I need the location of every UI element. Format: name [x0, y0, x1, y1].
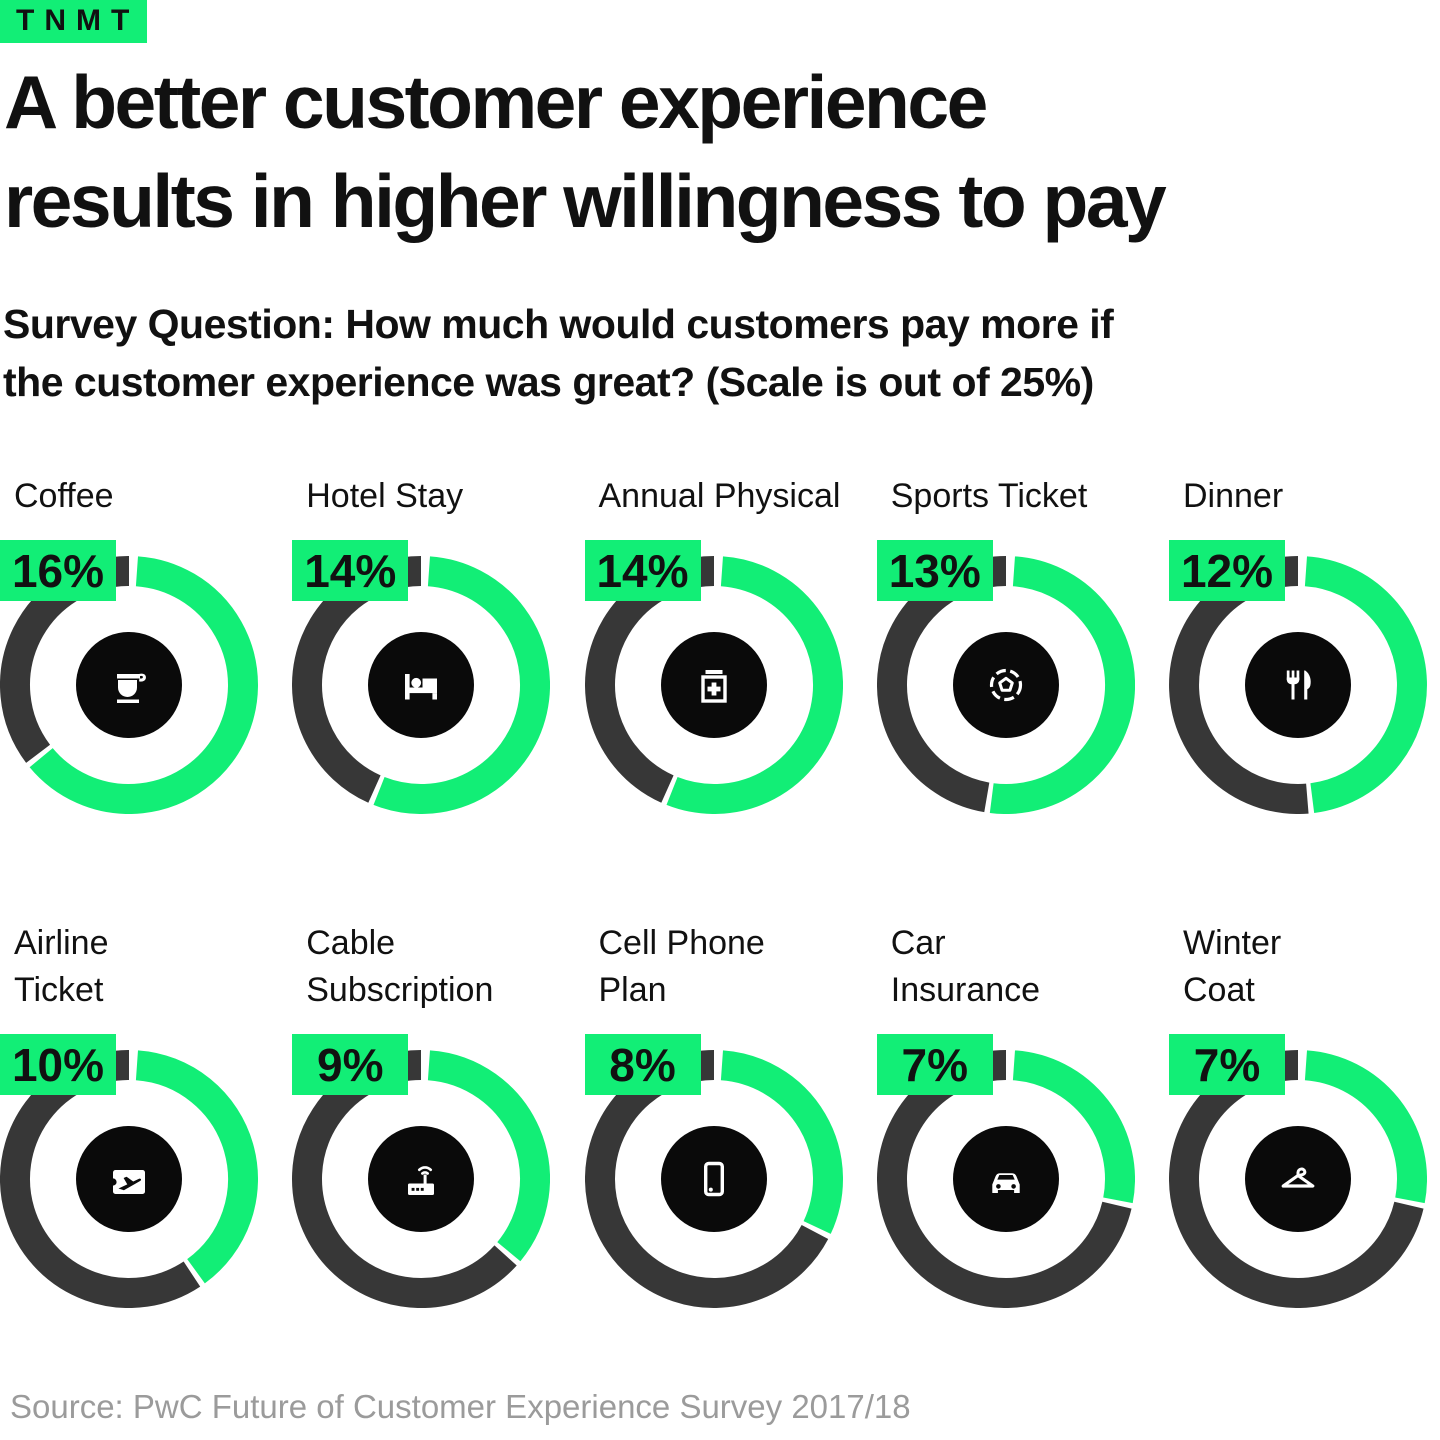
icon-circle	[1245, 632, 1351, 738]
donut-cell: Car Insurance 7%	[876, 920, 1135, 1308]
donut-svg	[292, 1050, 551, 1308]
smartphone-icon	[703, 1161, 724, 1197]
title-line-1: A better customer experience	[4, 60, 988, 144]
category-label: Dinner	[1183, 477, 1284, 515]
car-icon	[992, 1173, 1020, 1193]
donut-row-1: Coffee 16% Hotel Stay 14	[0, 473, 1440, 814]
value-arc	[989, 556, 1135, 814]
first-aid-kit-icon	[700, 670, 727, 703]
value-arc	[29, 556, 258, 814]
value-badge: 16%	[0, 540, 116, 601]
value-badge: 7%	[1169, 1034, 1285, 1095]
value-arc	[666, 556, 843, 814]
donut-chart: 9%	[292, 1034, 551, 1308]
fork-knife-icon	[1286, 670, 1311, 700]
value-badge: 7%	[876, 1034, 993, 1095]
donut-cell: Coffee 16%	[0, 473, 258, 814]
category-label: Winter Coat	[1183, 924, 1282, 1009]
donut-svg	[584, 1050, 843, 1308]
value-arc	[1304, 556, 1427, 813]
donut-chart: 14%	[584, 540, 843, 814]
donut-cell: Annual Physical 14%	[584, 473, 843, 814]
airline-ticket-icon	[109, 1170, 145, 1194]
coffee-cup-icon	[117, 673, 146, 703]
donut-row-2: Airline Ticket 10% Cable Subscription	[0, 920, 1440, 1308]
category-label: Coffee	[14, 477, 114, 515]
donut-cell: Cell Phone Plan 8%	[584, 920, 843, 1308]
donut-chart: 14%	[292, 540, 551, 814]
donut-cell: Cable Subscription 9%	[292, 920, 551, 1308]
value-arc	[135, 1050, 258, 1284]
subtitle-line-2: the customer experience was great? (Scal…	[3, 359, 1094, 405]
donut-chart: 12%	[1169, 540, 1427, 814]
value-badge: 13%	[876, 540, 993, 601]
hanger-icon	[1281, 1167, 1315, 1188]
router-icon	[408, 1166, 435, 1195]
donut-chart: 13%	[876, 540, 1135, 814]
value-arc	[373, 556, 551, 814]
donut-chart: 8%	[584, 1034, 843, 1308]
tnmt-logo: TNMT	[0, 0, 148, 43]
donut-cell: Winter Coat 7%	[1169, 920, 1427, 1308]
donut-chart: 7%	[876, 1034, 1135, 1308]
icon-circle	[660, 1126, 767, 1232]
value-badge: 9%	[292, 1034, 409, 1095]
category-label: Car Insurance	[890, 924, 1041, 1009]
donut-cell: Sports Ticket 13%	[876, 473, 1135, 814]
value-badge: 8%	[584, 1034, 701, 1095]
donut-chart: 16%	[0, 540, 258, 814]
donut-cell: Airline Ticket 10%	[0, 920, 258, 1308]
category-label: Hotel Stay	[306, 477, 464, 515]
value-badge: 10%	[0, 1034, 116, 1095]
icon-circle	[952, 632, 1059, 738]
source-note: Source: PwC Future of Customer Experienc…	[10, 1388, 911, 1425]
donut-chart: 7%	[1169, 1034, 1427, 1308]
icon-circle	[368, 1126, 475, 1232]
bed-icon	[405, 674, 438, 700]
donut-cell: Hotel Stay 14%	[292, 473, 551, 814]
category-label: Airline Ticket	[14, 924, 109, 1009]
category-label: Cell Phone Plan	[598, 924, 765, 1009]
donut-chart: 10%	[0, 1034, 258, 1308]
value-badge: 14%	[292, 540, 409, 601]
value-arc	[720, 1050, 843, 1234]
donut-cell: Dinner 12%	[1169, 473, 1427, 814]
icon-circle	[1245, 1126, 1351, 1232]
icon-circle	[368, 632, 475, 738]
soccer-ball-icon	[989, 668, 1022, 702]
value-badge: 12%	[1169, 540, 1285, 601]
category-label: Sports Ticket	[890, 477, 1088, 515]
donut-svg	[292, 556, 551, 814]
survey-question: Survey Question: How much would customer…	[3, 295, 1440, 411]
title-line-2: results in higher willingness to pay	[4, 159, 1167, 243]
value-badge: 14%	[584, 540, 701, 601]
subtitle-line-1: Survey Question: How much would customer…	[3, 301, 1114, 347]
value-arc	[1304, 1050, 1427, 1204]
value-arc	[1012, 1050, 1135, 1204]
value-arc	[427, 1050, 551, 1262]
donut-grid: Coffee 16% Hotel Stay 14	[0, 473, 1440, 1308]
category-label: Cable Subscription	[306, 924, 494, 1009]
category-label: Annual Physical	[598, 477, 841, 515]
page-title: A better customer experience results in …	[4, 53, 1440, 251]
